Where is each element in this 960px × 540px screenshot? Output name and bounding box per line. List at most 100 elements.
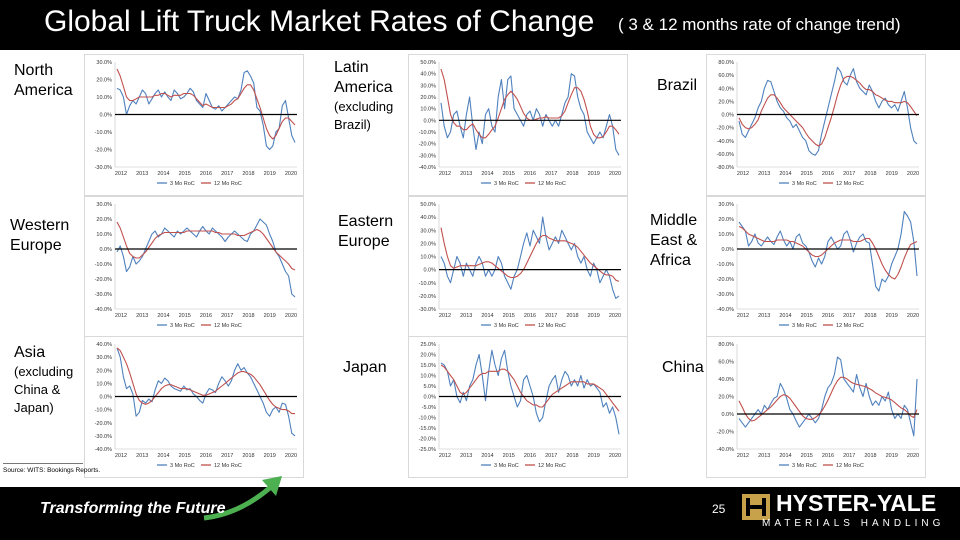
y-tick-label: 80.0%: [718, 342, 734, 348]
legend-label-3mo: 3 Mo RoC: [494, 181, 519, 187]
series-3mo-line: [738, 356, 918, 437]
y-tick-label: 60.0%: [718, 73, 734, 79]
legend-label-12mo: 12 Mo RoC: [214, 463, 242, 469]
x-tick-label: 2012: [439, 171, 451, 177]
x-tick-label: 2016: [524, 171, 536, 177]
x-tick-label: 2018: [566, 453, 578, 459]
region-label-western-europe: Western Europe: [10, 217, 70, 254]
y-tick-label: -20.0%: [419, 294, 437, 300]
y-tick-label: 20.0%: [420, 241, 436, 247]
y-tick-label: -40.0%: [95, 307, 113, 313]
series-12mo-line: [440, 227, 620, 282]
x-tick-label: 2016: [822, 453, 834, 459]
x-tick-label: 2020: [907, 171, 919, 177]
legend-label-12mo: 12 Mo RoC: [538, 463, 566, 469]
x-tick-label: 2019: [886, 171, 898, 177]
page-subtitle: ( 3 & 12 months rate of change trend): [618, 15, 901, 34]
region-label-china: China: [662, 359, 704, 376]
x-tick-label: 2015: [801, 313, 813, 319]
x-tick-label: 2013: [136, 171, 148, 177]
y-tick-label: 20.0%: [420, 353, 436, 359]
x-tick-label: 2012: [115, 313, 127, 319]
x-tick-label: 2013: [758, 453, 770, 459]
logo-subtitle: MATERIALS HANDLING: [762, 518, 945, 529]
footer-bar: [0, 487, 960, 540]
region-label-brazil: Brazil: [657, 77, 698, 94]
chart-japan: -25.0% -20.0% -15.0% -10.0% -5.0% 0.0% 5.0% 10.…: [408, 336, 628, 478]
legend-label-3mo: 3 Mo RoC: [170, 323, 195, 329]
y-tick-label: -20.0%: [419, 437, 437, 443]
y-tick-label: -5.0%: [422, 405, 436, 411]
y-tick-label: 60.0%: [718, 360, 734, 366]
series-12mo-line: [738, 75, 918, 147]
x-tick-label: 2020: [609, 453, 621, 459]
y-tick-label: 0.0%: [99, 247, 112, 253]
x-tick-label: 2015: [801, 453, 813, 459]
x-tick-label: 2016: [200, 313, 212, 319]
x-tick-label: 2014: [157, 171, 169, 177]
y-tick-label: 20.0%: [96, 217, 112, 223]
y-tick-label: 0.0%: [423, 395, 436, 401]
chart-eastern-europe: -30.0% -20.0% -10.0% 0.0% 10.0% 20.0% 30.0% 40.…: [408, 196, 628, 338]
y-tick-label: 20.0%: [96, 368, 112, 374]
series-12mo-line: [440, 68, 620, 139]
x-tick-label: 2012: [115, 453, 127, 459]
y-tick-label: 40.0%: [96, 342, 112, 348]
y-tick-label: -30.0%: [717, 292, 735, 298]
x-tick-label: 2012: [737, 453, 749, 459]
y-tick-label: -10.0%: [95, 262, 113, 268]
y-tick-label: 20.0%: [718, 217, 734, 223]
hyster-yale-logo-icon: [742, 494, 770, 520]
y-tick-label: 30.0%: [96, 355, 112, 361]
legend-label-12mo: 12 Mo RoC: [214, 323, 242, 329]
y-tick-label: 20.0%: [96, 78, 112, 84]
x-tick-label: 2013: [136, 313, 148, 319]
y-tick-label: -10.0%: [95, 408, 113, 414]
y-tick-label: -60.0%: [717, 152, 735, 158]
x-tick-label: 2019: [264, 313, 276, 319]
y-tick-label: -20.0%: [95, 421, 113, 427]
series-12mo-line: [116, 221, 296, 271]
series-3mo-line: [440, 73, 620, 156]
x-tick-label: 2013: [758, 313, 770, 319]
y-tick-label: -10.0%: [717, 262, 735, 268]
y-tick-label: 20.0%: [718, 99, 734, 105]
y-tick-label: 30.0%: [420, 83, 436, 89]
legend-label-12mo: 12 Mo RoC: [836, 463, 864, 469]
y-tick-label: -40.0%: [717, 447, 735, 453]
page-title: Global Lift Truck Market Rates of Change: [44, 5, 595, 38]
y-tick-label: 20.0%: [420, 95, 436, 101]
y-tick-label: -40.0%: [717, 139, 735, 145]
x-tick-label: 2014: [779, 453, 791, 459]
x-tick-label: 2015: [503, 313, 515, 319]
y-tick-label: 10.0%: [420, 255, 436, 261]
y-tick-label: -25.0%: [419, 447, 437, 453]
x-tick-label: 2018: [242, 313, 254, 319]
y-tick-label: -40.0%: [419, 165, 437, 171]
legend-label-3mo: 3 Mo RoC: [792, 323, 817, 329]
x-tick-label: 2015: [179, 313, 191, 319]
x-tick-label: 2015: [179, 171, 191, 177]
series-3mo-line: [738, 66, 918, 156]
logo-wordmark: HYSTER-YALE: [776, 490, 937, 516]
x-tick-label: 2014: [157, 453, 169, 459]
y-tick-label: 10.0%: [420, 107, 436, 113]
y-tick-label: -30.0%: [95, 165, 113, 171]
legend-label-12mo: 12 Mo RoC: [836, 181, 864, 187]
x-tick-label: 2019: [264, 171, 276, 177]
x-tick-label: 2018: [566, 171, 578, 177]
chart-north-america: -30.0% -20.0% -10.0% 0.0% 10.0% 20.0% 30.0% 201…: [84, 54, 304, 196]
header-bar: [0, 0, 960, 50]
y-tick-label: 0.0%: [721, 247, 734, 253]
y-tick-label: 10.0%: [96, 381, 112, 387]
x-tick-label: 2013: [460, 313, 472, 319]
y-tick-label: 30.0%: [718, 202, 734, 208]
y-tick-label: 15.0%: [420, 363, 436, 369]
x-tick-label: 2012: [439, 453, 451, 459]
chart-latin-america: -40.0% -30.0% -20.0% -10.0% 0.0% 10.0% 20.0% 30…: [408, 54, 628, 196]
x-tick-label: 2016: [200, 453, 212, 459]
x-tick-label: 2013: [136, 453, 148, 459]
x-tick-label: 2019: [588, 313, 600, 319]
series-12mo-line: [738, 376, 918, 422]
legend-label-3mo: 3 Mo RoC: [170, 181, 195, 187]
